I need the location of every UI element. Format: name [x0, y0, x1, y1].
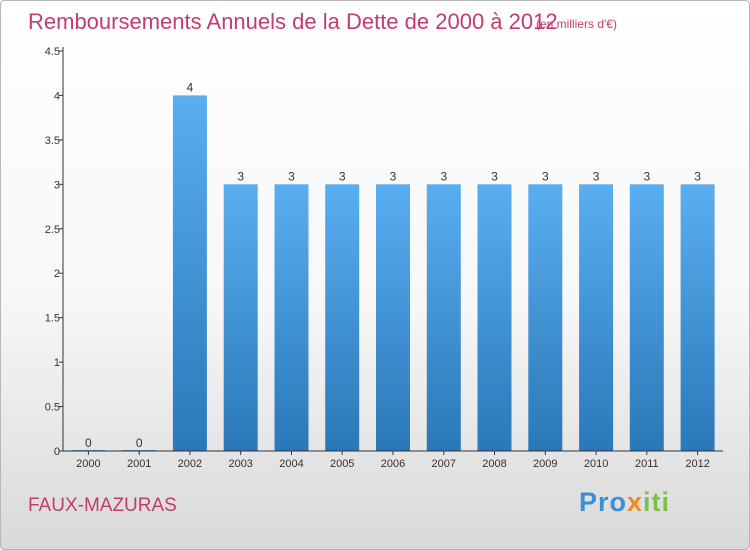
chart-title: Remboursements Annuels de la Dette de 20… [28, 9, 558, 34]
bar-2004 [274, 184, 309, 452]
data-label-2012: 3 [694, 169, 701, 183]
x-tick-label-2008: 2008 [482, 458, 506, 470]
x-tick-label-2010: 2010 [584, 458, 608, 470]
bar-2012 [680, 184, 715, 452]
data-label-2004: 3 [288, 169, 295, 183]
y-tick-label: 3.5 [45, 135, 60, 147]
x-tick-label-2005: 2005 [330, 458, 354, 470]
data-label-2008: 3 [491, 169, 498, 183]
logo-part-1: Pro [579, 487, 628, 517]
unit-note: (en milliers d'€) [536, 17, 617, 31]
logo-part-3: iti [643, 487, 671, 517]
data-label-2005: 3 [339, 169, 346, 183]
y-tick-label: 2.5 [45, 224, 60, 236]
x-tick-label-2003: 2003 [228, 458, 252, 470]
data-label-2009: 3 [542, 169, 549, 183]
bar-2010 [579, 184, 614, 452]
bar-2011 [629, 184, 664, 452]
data-label-2002: 4 [187, 80, 194, 94]
data-label-2001: 0 [136, 436, 143, 450]
bar-2007 [426, 184, 461, 452]
bar-2006 [376, 184, 410, 452]
bar-2009 [528, 184, 563, 452]
bar-2008 [477, 184, 512, 452]
x-tick-label-2009: 2009 [533, 458, 557, 470]
y-tick-label: 1.5 [45, 313, 60, 325]
data-label-2000: 0 [85, 436, 92, 450]
y-tick-label: 0 [54, 446, 60, 458]
x-tick-label-2000: 2000 [76, 458, 100, 470]
commune-name: FAUX-MAZURAS [28, 495, 177, 516]
bar-2002 [172, 95, 207, 452]
data-label-2011: 3 [643, 169, 650, 183]
data-label-2010: 3 [593, 169, 600, 183]
data-label-2007: 3 [440, 169, 447, 183]
x-tick-label-2004: 2004 [279, 458, 303, 470]
logo-part-2: x [627, 487, 644, 517]
x-tick-label-2007: 2007 [432, 458, 456, 470]
y-tick-label: 2 [54, 268, 60, 280]
data-label-2006: 3 [390, 169, 397, 183]
y-tick-label: 1 [54, 357, 60, 369]
x-tick-label-2012: 2012 [685, 458, 709, 470]
y-tick-label: 3 [54, 179, 60, 191]
bar-2003 [223, 184, 258, 452]
y-tick-label: 0.5 [45, 402, 60, 414]
y-tick-label: 4.5 [45, 46, 60, 58]
data-label-2003: 3 [237, 169, 244, 183]
bar-2005 [325, 184, 360, 452]
x-tick-label-2002: 2002 [178, 458, 202, 470]
y-tick-label: 4 [54, 90, 60, 102]
x-tick-label-2006: 2006 [381, 458, 405, 470]
x-tick-label-2011: 2011 [635, 458, 659, 470]
proxiti-logo: Proxiti [579, 487, 670, 518]
x-tick-label-2001: 2001 [127, 458, 151, 470]
